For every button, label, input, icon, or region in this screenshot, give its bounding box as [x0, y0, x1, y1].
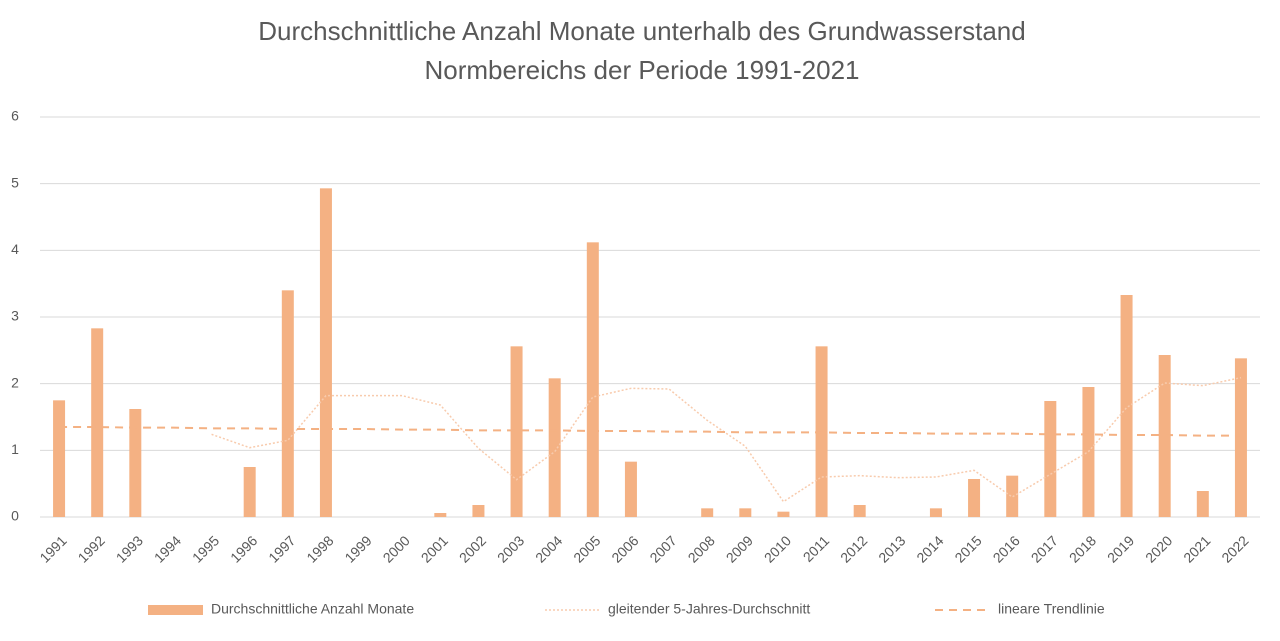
legend-label: Durchschnittliche Anzahl Monate	[211, 601, 414, 617]
legend-label: gleitender 5-Jahres-Durchschnitt	[608, 601, 810, 617]
bar	[586, 242, 599, 518]
line	[59, 426, 1241, 437]
y-tick-label: 4	[11, 241, 19, 257]
x-tick-label: 2012	[837, 532, 870, 565]
x-tick-label: 2000	[380, 532, 413, 565]
chart-title: Normbereichs der Periode 1991-2021	[424, 55, 859, 85]
bar	[1234, 358, 1247, 517]
chart-title: Durchschnittliche Anzahl Monate unterhal…	[258, 16, 1025, 46]
x-tick-label: 2022	[1218, 532, 1251, 565]
x-tick-label: 1997	[265, 532, 298, 565]
x-tick-label: 2006	[608, 532, 641, 565]
bar	[701, 508, 714, 517]
bar	[91, 328, 104, 517]
legend-label: lineare Trendlinie	[998, 601, 1105, 617]
x-tick-label: 1996	[227, 532, 260, 565]
bar	[129, 409, 142, 517]
bar	[319, 188, 332, 518]
y-tick-label: 6	[11, 108, 19, 124]
bar	[1006, 475, 1019, 517]
x-tick-label: 1998	[303, 532, 336, 565]
x-tick-label: 2018	[1066, 532, 1099, 565]
bar	[739, 508, 752, 517]
bar	[472, 505, 485, 517]
bar	[510, 346, 523, 517]
x-tick-label: 2017	[1028, 532, 1061, 565]
y-tick-label: 2	[11, 374, 19, 390]
bar	[243, 467, 256, 517]
bar	[1120, 295, 1133, 517]
line	[211, 376, 1242, 503]
x-tick-label: 2020	[1142, 532, 1175, 565]
x-tick-label: 2004	[532, 532, 565, 565]
x-tick-label: 2009	[723, 532, 756, 565]
y-tick-label: 1	[11, 441, 19, 457]
x-tick-label: 1993	[113, 532, 146, 565]
x-tick-label: 1999	[341, 532, 374, 565]
legend-swatch	[148, 605, 203, 615]
bar	[777, 511, 790, 517]
x-tick-label: 2003	[494, 532, 527, 565]
x-tick-label: 2005	[570, 532, 603, 565]
x-tick-label: 1995	[189, 532, 222, 565]
bar	[281, 290, 294, 517]
x-tick-label: 2019	[1104, 532, 1137, 565]
x-tick-label: 2008	[685, 532, 718, 565]
x-tick-label: 2007	[646, 532, 679, 565]
x-tick-label: 2016	[990, 532, 1023, 565]
bar	[1158, 355, 1171, 517]
x-tick-label: 1994	[151, 532, 184, 565]
x-tick-label: 1991	[36, 532, 69, 565]
bar	[853, 505, 866, 517]
x-tick-label: 2002	[456, 532, 489, 565]
bar	[968, 479, 981, 517]
x-tick-label: 2013	[875, 532, 908, 565]
x-tick-label: 2010	[761, 532, 794, 565]
bar	[1196, 491, 1209, 517]
x-tick-label: 2015	[951, 532, 984, 565]
x-tick-label: 2014	[913, 532, 946, 565]
y-tick-label: 3	[11, 308, 19, 324]
bar	[548, 378, 561, 517]
x-tick-label: 2011	[800, 532, 833, 565]
x-tick-label: 2001	[418, 532, 451, 565]
y-tick-label: 5	[11, 174, 19, 190]
x-tick-label: 1992	[75, 532, 108, 565]
y-tick-label: 0	[11, 508, 19, 524]
bar	[434, 513, 447, 517]
bar	[929, 508, 942, 517]
bar	[624, 461, 637, 517]
bar	[1044, 401, 1057, 517]
bar	[53, 400, 66, 517]
x-tick-label: 2021	[1180, 532, 1213, 565]
